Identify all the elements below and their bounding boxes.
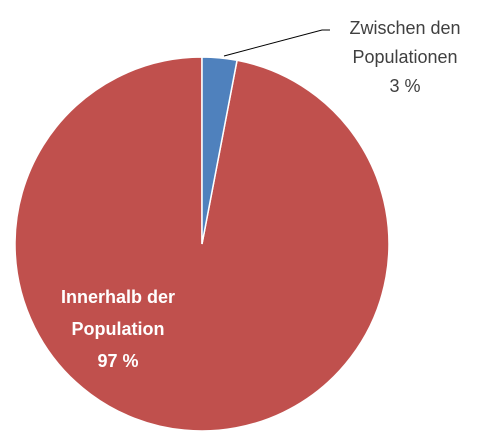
slice-value: 3 % <box>389 76 421 96</box>
pie-slice <box>201 56 238 245</box>
slice-category: Zwischen den Populationen <box>349 18 461 67</box>
leader-line <box>223 29 330 57</box>
slice-label: Innerhalb der Population 97 % <box>18 281 218 377</box>
slice-category: Innerhalb der Population <box>60 287 176 339</box>
slice-value: 97 % <box>97 351 139 371</box>
slice-label: Zwischen den Populationen 3 % <box>322 14 485 101</box>
